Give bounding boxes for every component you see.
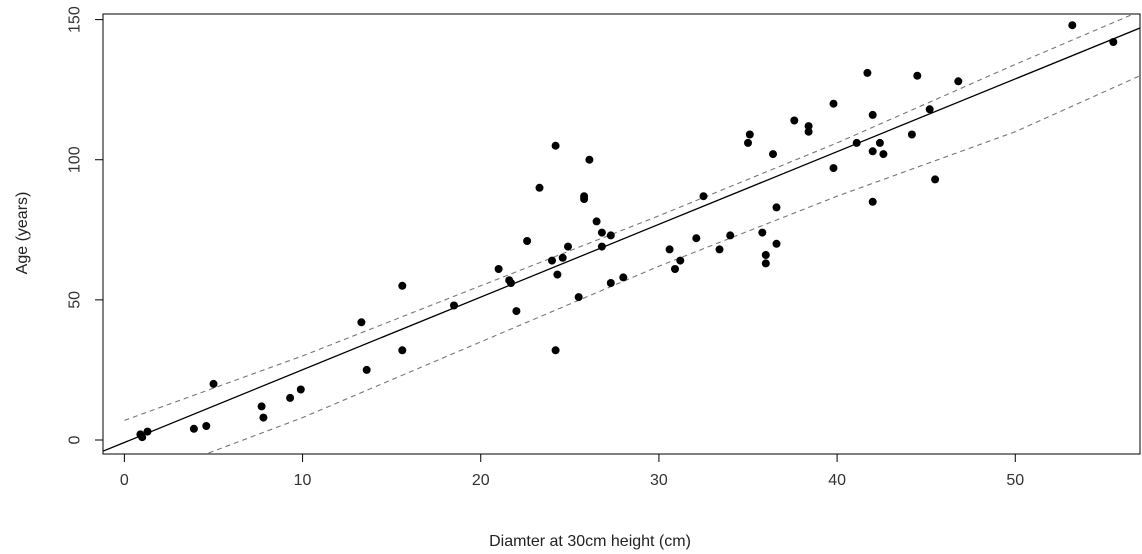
data-point (699, 192, 708, 201)
y-tick-label: 0 (67, 435, 84, 444)
y-tick-label: 50 (67, 291, 84, 309)
data-point (868, 197, 877, 206)
data-point (745, 130, 754, 139)
data-point (726, 231, 735, 240)
data-point (494, 265, 503, 273)
data-point (553, 270, 562, 279)
data-point (450, 301, 458, 310)
data-point (761, 259, 770, 268)
data-point (202, 422, 211, 430)
data-point (548, 256, 556, 265)
data-point (551, 141, 560, 150)
data-point (357, 318, 366, 327)
data-point (829, 164, 838, 173)
data-point (676, 256, 685, 265)
data-point (286, 393, 295, 402)
data-point (931, 175, 940, 184)
data-point (665, 245, 674, 254)
data-point (362, 365, 371, 374)
data-point (507, 279, 515, 287)
data-point (868, 147, 877, 156)
data-point (715, 245, 724, 254)
data-point (257, 402, 266, 411)
x-tick-label: 30 (650, 472, 668, 489)
data-point (772, 239, 781, 248)
data-point (398, 281, 407, 290)
data-point (852, 138, 861, 147)
data-point (189, 424, 198, 433)
data-point (512, 307, 521, 316)
data-point (597, 242, 606, 251)
y-axis: 0 50 100 150 (67, 6, 104, 444)
y-tick-label: 100 (67, 146, 84, 173)
x-axis: 0 10 20 30 40 50 (120, 453, 1024, 489)
data-point (804, 122, 813, 131)
data-point (606, 231, 615, 240)
data-point (138, 433, 147, 442)
regression-line (103, 27, 1140, 452)
data-point (523, 237, 532, 245)
data-point (907, 130, 916, 139)
data-point (772, 203, 781, 212)
data-point (875, 138, 884, 147)
confidence-band (124, 14, 1140, 454)
data-point (259, 413, 268, 422)
data-point (585, 155, 594, 164)
data-point (143, 427, 152, 436)
data-point (558, 253, 567, 262)
data-point (597, 228, 606, 237)
data-point (761, 251, 770, 259)
data-point (913, 71, 922, 80)
data-point (829, 99, 838, 108)
fit-line-group (103, 27, 1140, 452)
data-point (606, 279, 615, 287)
data-point (398, 346, 407, 355)
y-axis-title: Age (years) (14, 192, 31, 275)
data-points (136, 21, 1118, 442)
confidence-band-upper (124, 14, 1135, 421)
data-point (592, 217, 601, 226)
data-point (804, 127, 813, 136)
data-point (1109, 38, 1118, 46)
data-point (1068, 21, 1077, 30)
data-point (758, 228, 767, 237)
data-point (954, 77, 963, 86)
data-point (296, 385, 305, 394)
data-point (868, 110, 877, 119)
data-point (692, 234, 701, 243)
y-tick-label: 150 (67, 6, 84, 33)
data-point (580, 192, 589, 201)
data-point (551, 346, 560, 355)
data-point (671, 265, 679, 273)
data-point (574, 293, 583, 302)
x-tick-label: 50 (1006, 472, 1024, 489)
x-tick-label: 0 (120, 472, 129, 489)
data-point (564, 242, 572, 251)
data-point (744, 138, 752, 147)
data-point (619, 273, 628, 282)
data-point (925, 105, 934, 114)
confidence-band-lower (204, 75, 1140, 454)
x-tick-label: 20 (472, 472, 490, 489)
data-point (209, 379, 218, 388)
data-point (535, 183, 544, 192)
x-tick-label: 10 (294, 472, 312, 489)
data-point (790, 116, 799, 125)
data-point (863, 68, 872, 77)
x-tick-label: 40 (828, 472, 846, 489)
x-axis-title: Diamter at 30cm height (cm) (489, 533, 691, 550)
data-point (769, 150, 777, 159)
data-point (879, 150, 888, 159)
